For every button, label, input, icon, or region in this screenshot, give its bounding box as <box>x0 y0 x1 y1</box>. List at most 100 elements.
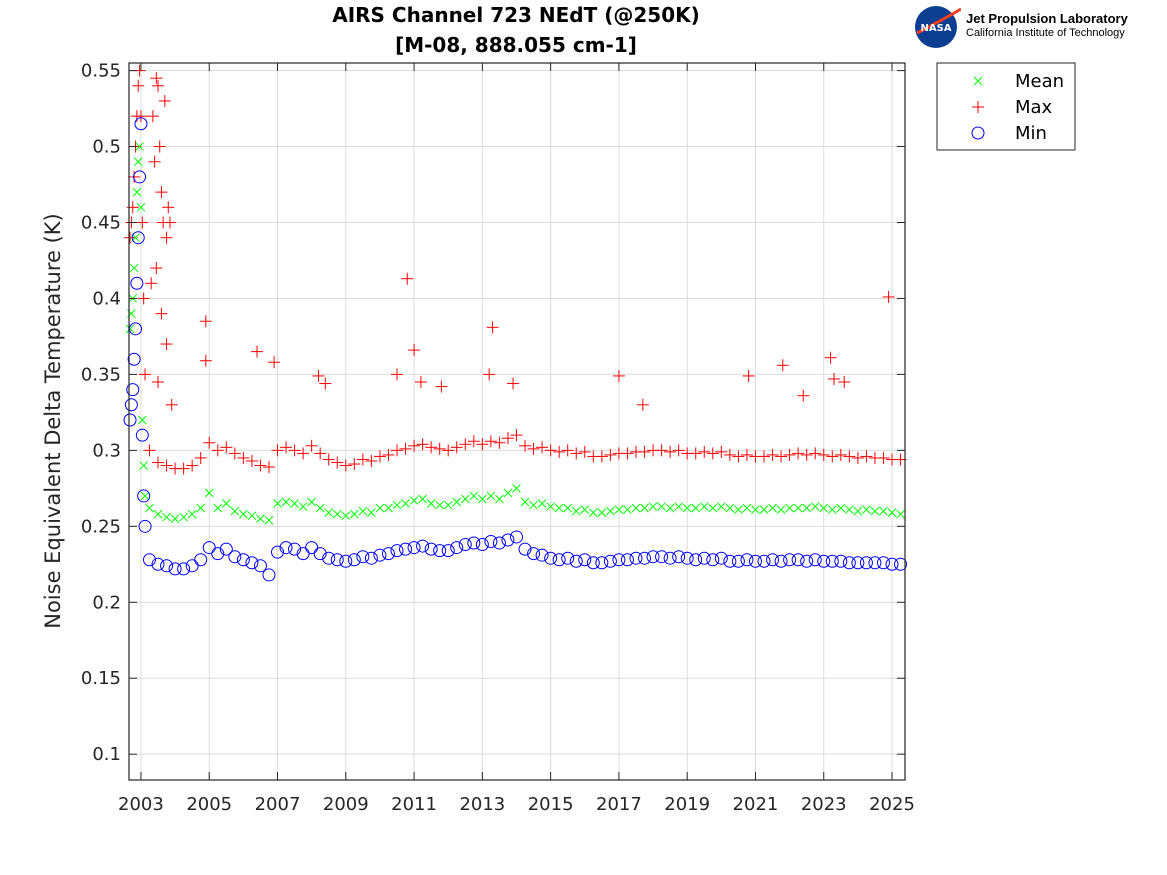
max-point <box>536 441 549 454</box>
max-point <box>162 201 175 214</box>
mean-point <box>486 491 496 501</box>
min-point <box>509 530 523 544</box>
max-point <box>776 359 789 372</box>
min-point <box>578 553 592 567</box>
min-point <box>339 554 353 568</box>
y-tick-label: 0.45 <box>81 213 121 234</box>
max-point <box>425 441 438 454</box>
min-point <box>305 541 319 555</box>
max-point <box>527 442 540 455</box>
mean-point <box>315 503 325 513</box>
mean-point <box>631 503 641 513</box>
y-tick-label: 0.5 <box>92 137 121 158</box>
mean-point <box>896 509 905 519</box>
mean-point <box>221 499 231 508</box>
mean-point <box>136 202 146 212</box>
mean-point <box>132 187 142 197</box>
min-point <box>672 550 686 564</box>
max-point <box>561 444 574 457</box>
max-point <box>143 444 156 457</box>
min-point <box>219 542 233 556</box>
mean-point <box>725 503 735 513</box>
max-point <box>483 368 496 381</box>
mean-point <box>230 506 240 516</box>
max-point <box>408 439 421 452</box>
min-point <box>416 539 430 553</box>
min-point <box>236 553 250 567</box>
mean-point <box>349 509 359 519</box>
min-point <box>603 554 617 568</box>
max-point <box>245 454 258 467</box>
max-point <box>715 445 728 458</box>
max-point <box>177 462 190 475</box>
min-point <box>723 554 737 568</box>
x-tick-label: 2011 <box>391 794 437 815</box>
max-point <box>268 356 281 369</box>
min-point <box>740 553 754 567</box>
mean-point <box>307 497 317 507</box>
max-point <box>199 354 212 367</box>
mean-point <box>759 505 769 514</box>
max-point <box>507 377 520 390</box>
max-point <box>486 321 499 334</box>
max-point <box>312 369 325 382</box>
min-point <box>552 553 566 567</box>
max-point <box>148 155 161 168</box>
mean-point <box>443 500 453 510</box>
min-point <box>680 551 694 565</box>
max-point <box>365 454 378 467</box>
max-point <box>128 170 141 183</box>
jpl-subtitle: California Institute of Technology <box>966 27 1125 39</box>
max-point <box>356 453 369 466</box>
max-point <box>382 448 395 461</box>
min-point <box>527 547 541 561</box>
max-point <box>139 368 152 381</box>
max-point <box>459 438 472 451</box>
mean-point <box>614 505 624 514</box>
min-point <box>133 170 147 184</box>
mean-point <box>512 483 521 493</box>
min-point <box>160 559 174 573</box>
min-point <box>620 553 634 567</box>
mean-point <box>129 263 139 273</box>
max-point <box>163 216 176 229</box>
chart-title-line-2: [M-08, 888.055 cm-1] <box>395 33 637 57</box>
mean-point <box>640 503 649 513</box>
max-point <box>809 447 822 460</box>
max-point <box>373 450 386 463</box>
max-point <box>134 110 147 123</box>
min-point <box>433 544 447 558</box>
min-point <box>817 554 831 568</box>
max-point <box>467 435 480 448</box>
max-point <box>578 445 591 458</box>
max-point <box>146 110 159 123</box>
max-point <box>155 186 168 199</box>
mean-point <box>358 506 368 516</box>
mean-point <box>264 515 274 525</box>
max-point <box>827 372 840 385</box>
max-point <box>742 369 755 382</box>
max-point <box>775 450 788 463</box>
chart-title-line-1: AIRS Channel 723 NEdT (@250K) <box>332 3 700 27</box>
y-tick-label: 0.4 <box>92 288 121 309</box>
min-point <box>484 535 498 549</box>
mean-point <box>375 503 385 513</box>
min-point <box>407 541 421 555</box>
max-point <box>348 458 361 471</box>
mean-point <box>298 502 308 511</box>
mean-point <box>273 499 282 508</box>
max-point <box>132 79 145 92</box>
max-point <box>186 459 199 472</box>
min-point <box>424 542 438 556</box>
x-tick-label: 2021 <box>733 794 779 815</box>
max-point <box>723 448 736 461</box>
mean-point <box>239 509 248 519</box>
x-tick-label: 2005 <box>186 794 232 815</box>
min-point <box>177 562 191 576</box>
legend-min-marker <box>971 126 985 140</box>
x-tick-label: 2003 <box>118 794 164 815</box>
min-point <box>492 536 506 550</box>
max-point <box>433 442 446 455</box>
mean-point <box>708 503 718 513</box>
